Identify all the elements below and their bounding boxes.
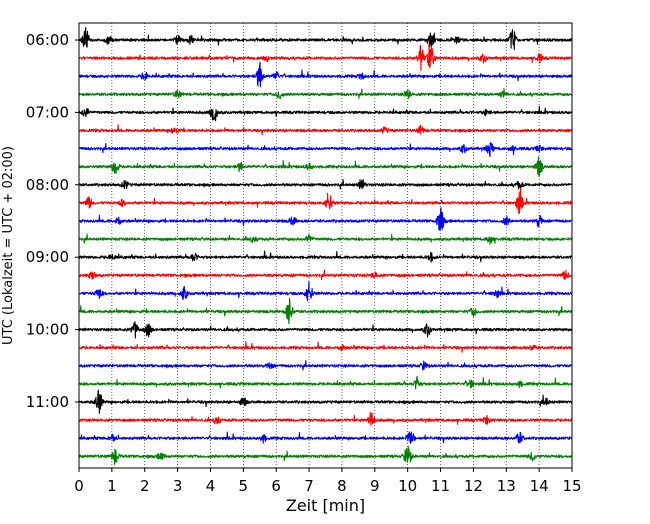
trace-0830 <box>78 207 573 231</box>
y-tick-label: 10:00 <box>26 321 69 339</box>
x-tick-label: 7 <box>304 477 314 495</box>
trace-1100 <box>78 389 573 414</box>
y-tick-label: 09:00 <box>26 248 69 266</box>
x-tick-label: 1 <box>107 477 117 495</box>
trace-0900 <box>78 250 573 263</box>
trace-0700 <box>78 105 573 122</box>
trace-0615 <box>78 43 573 71</box>
trace-0815 <box>78 187 573 214</box>
trace-0800 <box>78 179 573 190</box>
x-tick-label: 5 <box>239 477 249 495</box>
x-tick-label: 2 <box>140 477 150 495</box>
trace-1000 <box>78 321 573 339</box>
x-tick-label: 11 <box>431 477 450 495</box>
trace-0845 <box>78 233 573 245</box>
x-tick-label: 12 <box>464 477 483 495</box>
x-tick-label: 9 <box>370 477 380 495</box>
trace-0715 <box>78 124 573 136</box>
x-tick-label: 6 <box>271 477 281 495</box>
trace-0945 <box>78 297 573 325</box>
trace-0745 <box>78 156 573 178</box>
x-tick-label: 3 <box>173 477 183 495</box>
axis-layer: 0 1 2 3 4 5 6 7 8 9 10 11 12 13 14 1506:0007:0008:0009:… <box>26 31 582 495</box>
trace-0930 <box>78 280 573 302</box>
trace-1130 <box>78 431 573 444</box>
trace-0630 <box>78 61 573 88</box>
trace-1030 <box>78 360 573 371</box>
grid-layer <box>111 23 540 468</box>
trace-1015 <box>78 340 573 353</box>
x-tick-label: 10 <box>398 477 417 495</box>
trace-1115 <box>78 412 573 426</box>
x-tick-label: 4 <box>206 477 216 495</box>
trace-0645 <box>78 88 573 100</box>
trace-1145 <box>78 445 573 466</box>
trace-0915 <box>78 269 573 280</box>
y-tick-label: 11:00 <box>26 393 69 411</box>
plot-frame <box>78 22 573 469</box>
x-axis-label: Zeit [min] <box>286 496 365 515</box>
trace-layer <box>78 26 573 466</box>
y-axis-label: UTC (Lokalzeit = UTC + 02:00) <box>1 146 16 345</box>
trace-0730 <box>78 142 573 158</box>
x-tick-label: 14 <box>530 477 549 495</box>
trace-0600 <box>78 26 573 51</box>
y-tick-label: 06:00 <box>26 31 69 49</box>
x-tick-label: 15 <box>562 477 581 495</box>
x-tick-label: 8 <box>337 477 347 495</box>
x-tick-label: 13 <box>497 477 516 495</box>
x-tick-label: 0 <box>74 477 84 495</box>
y-tick-label: 07:00 <box>26 103 69 121</box>
trace-1045 <box>78 375 573 390</box>
y-tick-label: 08:00 <box>26 176 69 194</box>
